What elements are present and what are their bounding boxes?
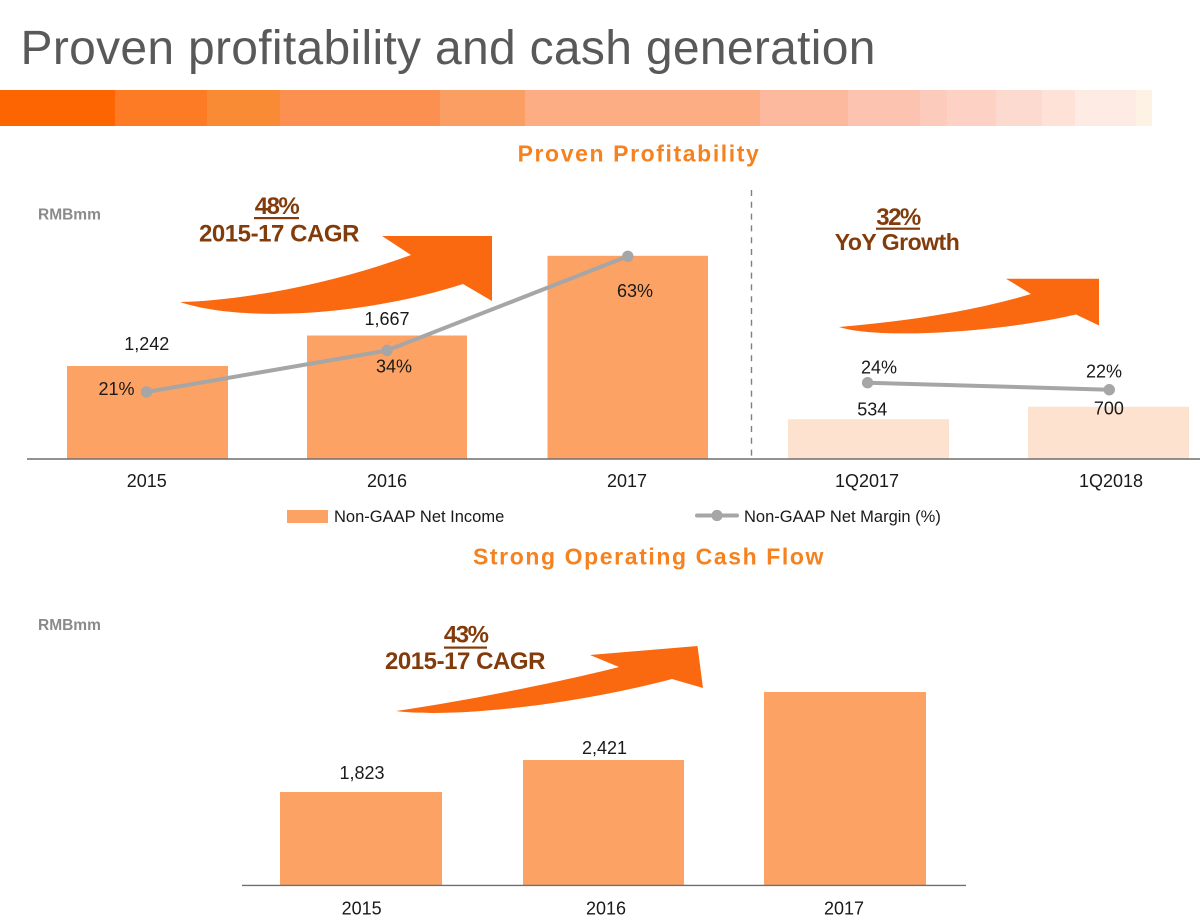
svg-text:Strong Operating Cash Flow: Strong Operating Cash Flow	[473, 544, 825, 570]
svg-text:2015-17 CAGR: 2015-17 CAGR	[199, 221, 359, 248]
svg-text:22%: 22%	[1086, 362, 1122, 382]
svg-text:RMBmm: RMBmm	[38, 207, 101, 224]
svg-text:21%: 21%	[98, 379, 134, 399]
svg-text:24%: 24%	[861, 358, 897, 378]
svg-text:700: 700	[1094, 399, 1124, 419]
svg-text:2016: 2016	[586, 899, 626, 919]
svg-text:2015-17 CAGR: 2015-17 CAGR	[385, 648, 545, 675]
svg-text:2017: 2017	[607, 471, 647, 491]
svg-text:Non-GAAP Net Income: Non-GAAP Net Income	[334, 508, 504, 526]
svg-text:1Q2018: 1Q2018	[1079, 471, 1143, 491]
svg-text:YoY Growth: YoY Growth	[835, 229, 960, 255]
svg-text:534: 534	[857, 399, 887, 419]
svg-text:Proven Profitability: Proven Profitability	[518, 141, 761, 167]
svg-text:1Q2017: 1Q2017	[835, 471, 899, 491]
svg-text:2015: 2015	[127, 471, 167, 491]
svg-text:RMBmm: RMBmm	[38, 617, 101, 634]
svg-text:2016: 2016	[367, 471, 407, 491]
svg-text:43%: 43%	[444, 622, 489, 649]
svg-text:2015: 2015	[342, 899, 382, 919]
svg-text:2017: 2017	[824, 899, 864, 919]
svg-text:1,667: 1,667	[364, 309, 409, 329]
svg-text:63%: 63%	[617, 281, 653, 301]
svg-text:48%: 48%	[255, 193, 300, 220]
svg-text:32%: 32%	[876, 204, 921, 231]
svg-text:Non-GAAP Net Margin (%): Non-GAAP Net Margin (%)	[744, 508, 941, 526]
svg-text:34%: 34%	[376, 357, 412, 377]
svg-text:2,421: 2,421	[582, 738, 627, 758]
svg-text:1,242: 1,242	[124, 334, 169, 354]
svg-text:Proven profitability and cash: Proven profitability and cash generation	[21, 22, 876, 75]
svg-text:1,823: 1,823	[339, 763, 384, 783]
